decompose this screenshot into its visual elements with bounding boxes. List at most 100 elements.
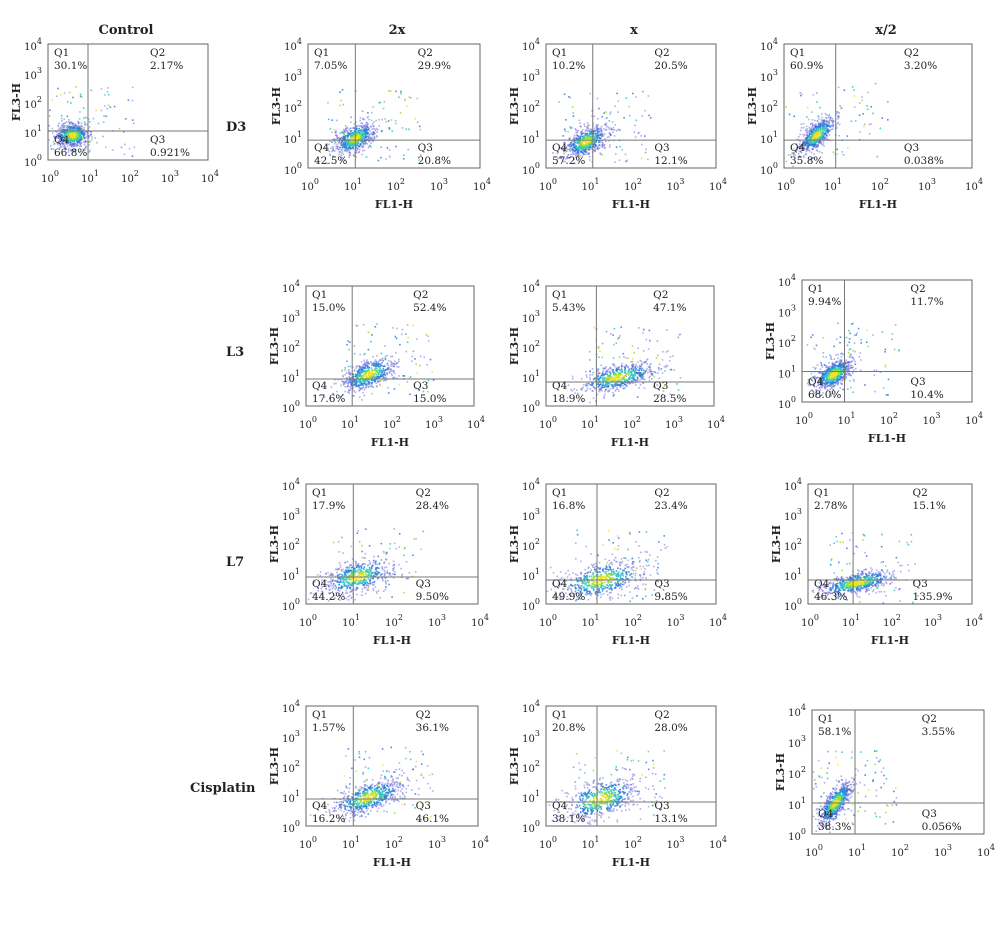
event-dot — [826, 377, 829, 379]
event-dot — [397, 366, 400, 368]
event-dot — [362, 118, 364, 121]
event-dot — [813, 376, 815, 378]
event-dot — [621, 366, 623, 368]
event-dot — [859, 352, 862, 354]
event-dot — [419, 355, 422, 358]
event-dot — [806, 145, 808, 147]
event-dot — [828, 114, 831, 116]
event-dot — [815, 344, 818, 347]
event-dot — [80, 136, 82, 139]
event-dot — [823, 119, 825, 121]
event-dot — [602, 144, 604, 147]
event-dot — [840, 377, 842, 380]
event-dot — [831, 376, 833, 378]
event-dot — [598, 379, 600, 381]
event-dot — [427, 335, 429, 337]
event-dot — [349, 127, 351, 130]
event-dot — [608, 120, 611, 122]
event-dot — [619, 369, 621, 371]
event-dot — [418, 389, 421, 392]
event-dot — [75, 133, 78, 135]
event-dot — [352, 145, 354, 148]
event-dot — [894, 324, 897, 326]
event-dots — [558, 326, 682, 404]
event-dot — [339, 143, 342, 145]
event-dot — [407, 148, 409, 151]
event-dot — [835, 365, 837, 367]
event-dot — [634, 366, 637, 369]
event-dot — [355, 136, 358, 139]
event-dot — [362, 364, 364, 366]
event-dot — [669, 393, 671, 395]
event-dot — [829, 383, 832, 386]
event-dot — [608, 136, 610, 138]
event-dot — [73, 149, 75, 152]
event-dot — [845, 373, 847, 376]
event-dot — [339, 91, 341, 93]
event-dot — [846, 362, 849, 364]
event-dot — [649, 364, 651, 366]
event-dot — [836, 110, 838, 113]
event-dot — [597, 347, 600, 349]
event-dot — [342, 143, 345, 146]
event-dot — [849, 367, 851, 369]
event-dot — [626, 159, 629, 162]
event-dot — [593, 142, 596, 144]
event-dot — [373, 362, 375, 365]
event-dot — [587, 142, 590, 144]
event-dot — [340, 384, 342, 387]
event-dot — [600, 130, 602, 132]
event-dot — [601, 373, 604, 375]
event-dot — [823, 119, 825, 122]
event-dot — [345, 381, 347, 384]
event-dot — [100, 109, 103, 112]
event-dot — [805, 147, 808, 149]
event-dot — [821, 375, 824, 377]
event-dot — [884, 351, 886, 353]
event-dot — [69, 127, 71, 130]
event-dot — [407, 336, 409, 339]
event-dot — [361, 371, 364, 373]
event-dot — [386, 372, 388, 375]
event-dot — [605, 124, 608, 126]
quadrant-q2-name: Q2 — [653, 289, 668, 301]
event-dot — [802, 135, 805, 137]
event-dot — [837, 353, 839, 356]
event-dot — [335, 129, 337, 132]
event-dot — [563, 152, 565, 155]
event-dot — [361, 138, 364, 140]
event-dot — [358, 131, 361, 133]
event-dot — [577, 152, 579, 155]
event-dot — [575, 152, 577, 154]
event-dot — [88, 126, 91, 128]
event-dot — [810, 158, 812, 160]
event-dot — [641, 377, 644, 379]
event-dot — [609, 375, 612, 377]
event-dot — [63, 92, 66, 94]
event-dot — [431, 370, 434, 373]
event-dot — [851, 86, 854, 88]
event-dot — [377, 380, 379, 383]
event-dot — [334, 131, 336, 134]
event-dot — [833, 368, 836, 371]
event-dot — [74, 129, 76, 132]
event-dot — [823, 382, 826, 385]
event-dot — [835, 366, 837, 369]
event-dot — [632, 374, 634, 376]
event-dot — [367, 136, 370, 139]
event-dot — [797, 152, 800, 155]
event-dot — [372, 127, 375, 130]
event-dot — [66, 101, 69, 103]
event-dot — [378, 118, 380, 121]
event-dot — [363, 388, 366, 391]
x-axis-title: FL1-H — [612, 198, 650, 211]
event-dot — [603, 144, 605, 147]
event-dot — [824, 384, 826, 387]
event-dot — [807, 136, 809, 138]
event-dot — [571, 390, 574, 392]
event-dot — [363, 373, 365, 376]
event-dot — [564, 147, 566, 150]
event-dot — [361, 399, 363, 401]
event-dot — [376, 136, 378, 138]
event-dot — [819, 379, 822, 382]
